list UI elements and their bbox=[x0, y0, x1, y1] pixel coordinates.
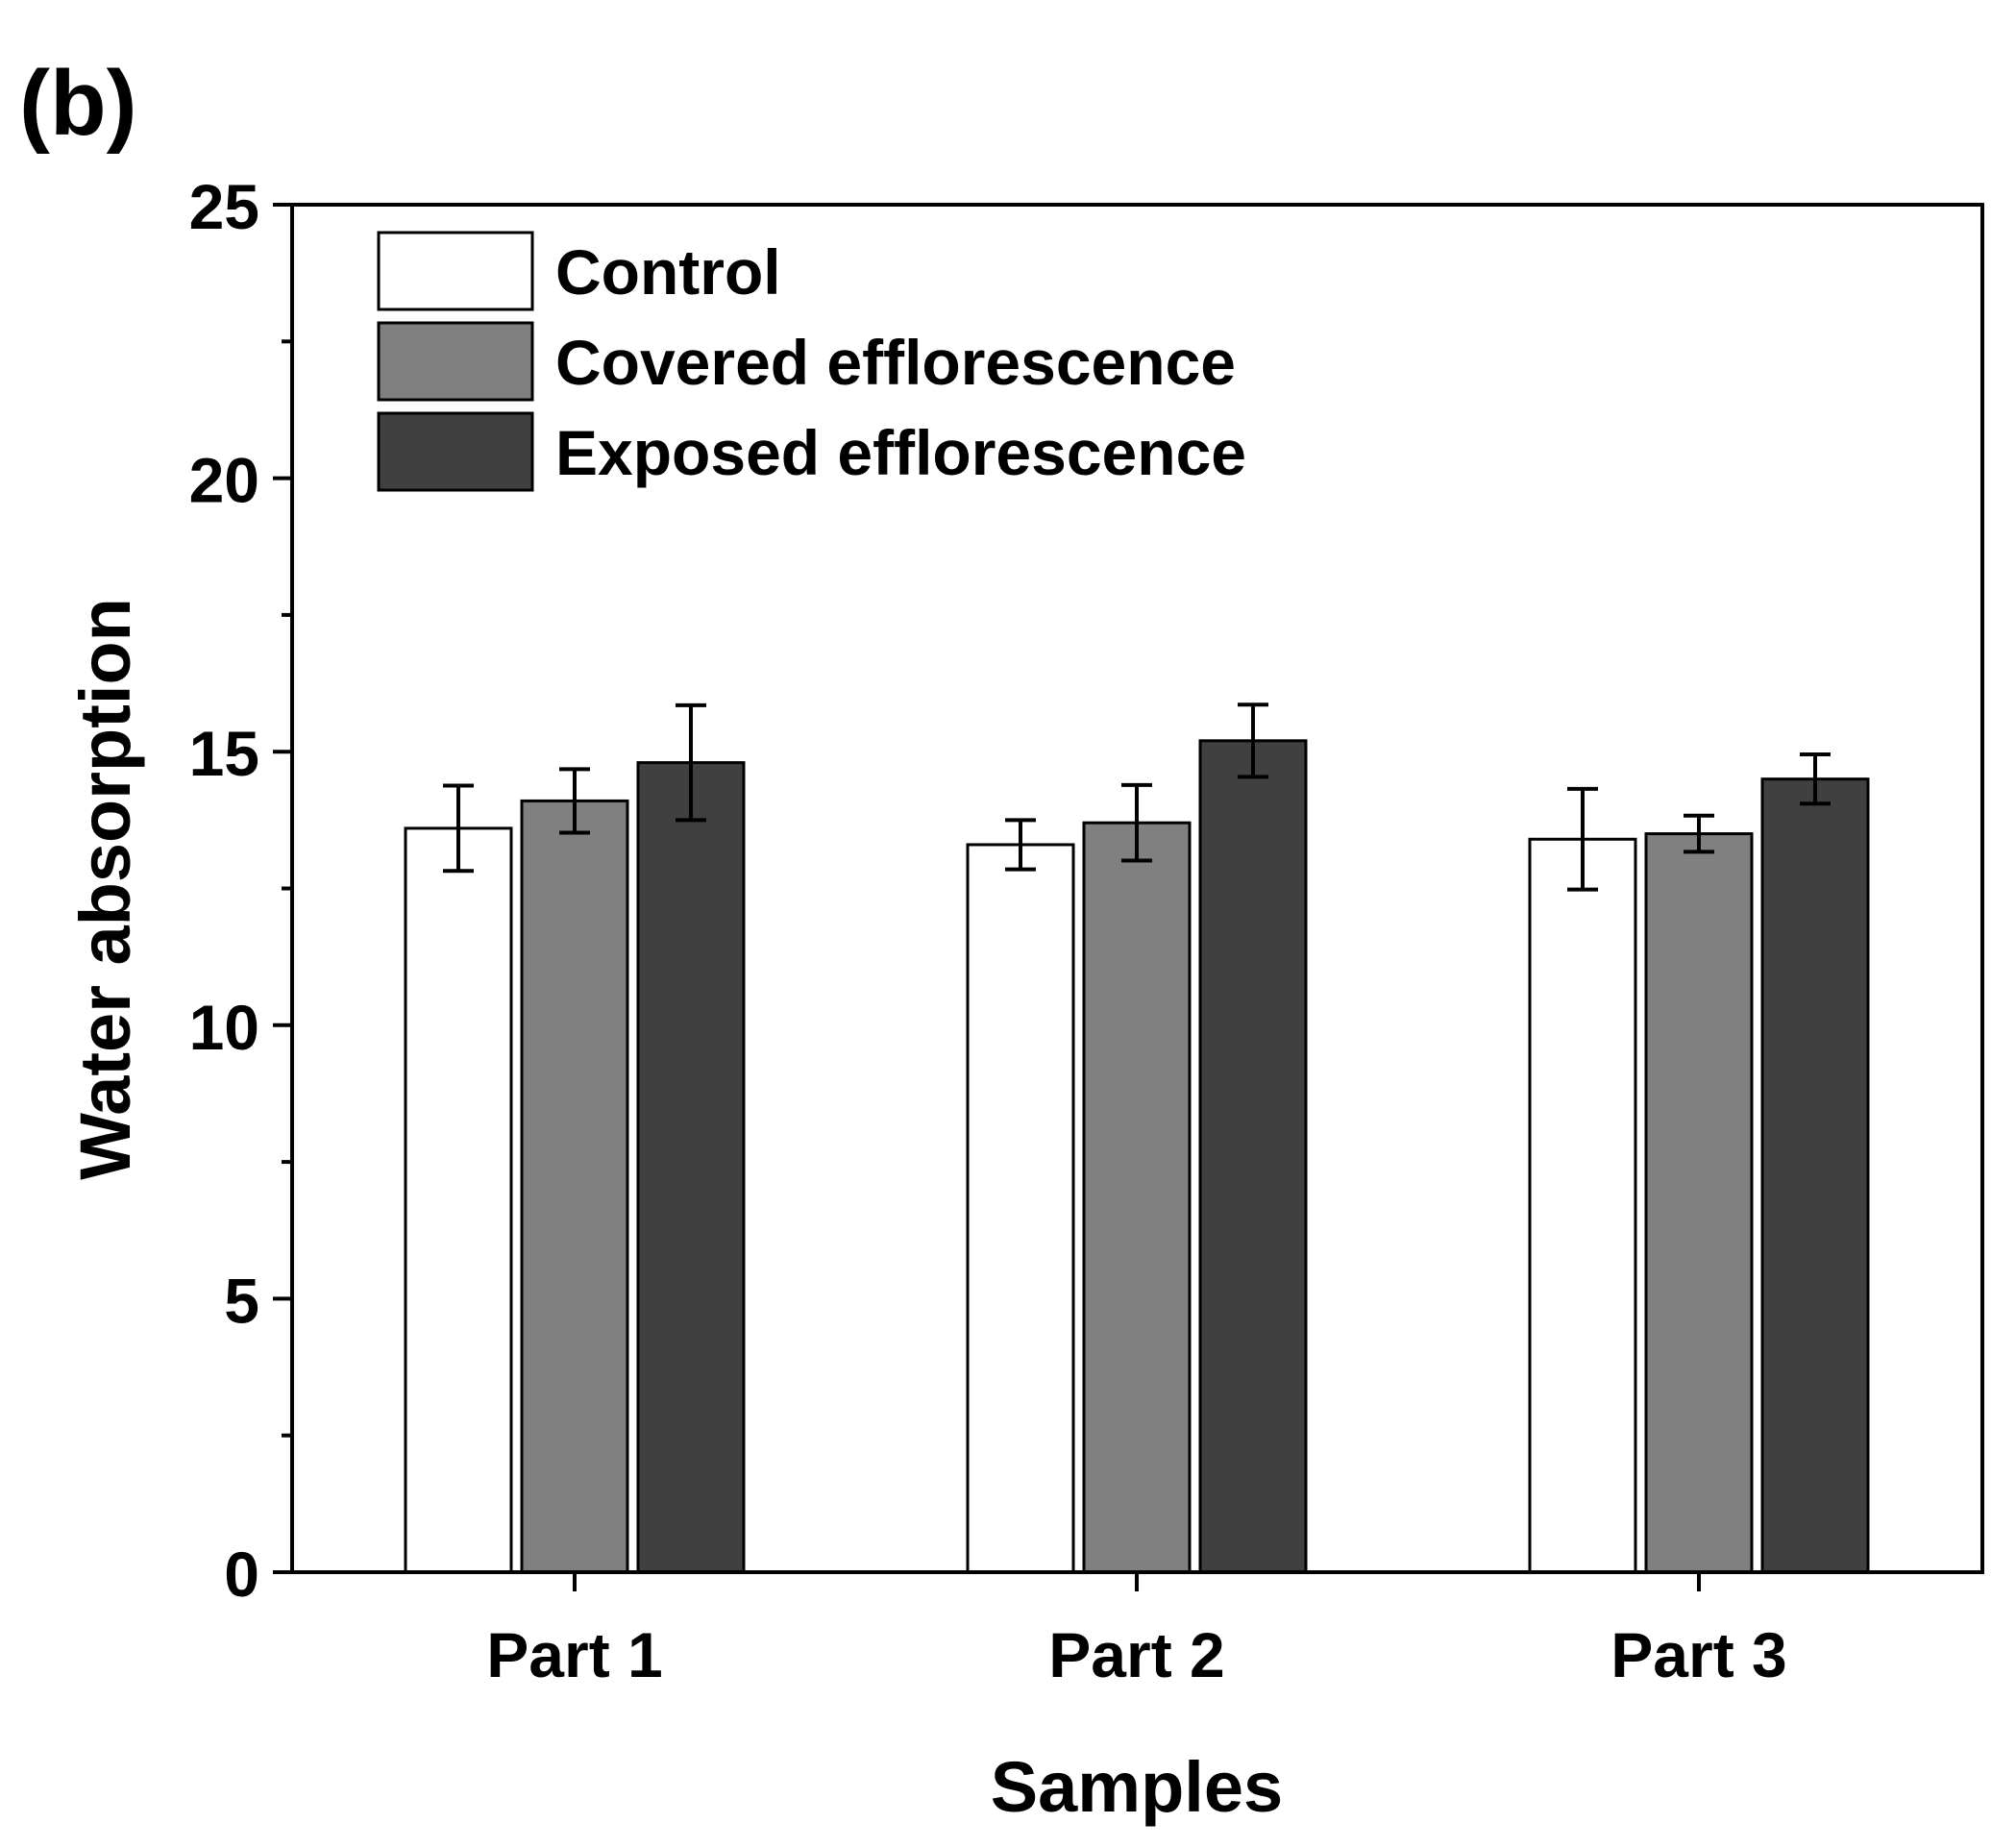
legend-label-2: Covered efflorescence bbox=[555, 327, 1236, 398]
x-axis: Part 1 Part 2 Part 3 bbox=[486, 1572, 1787, 1690]
bars-layer bbox=[404, 739, 1870, 1574]
error-bar-1-1 bbox=[443, 783, 474, 874]
y-tick-label: 25 bbox=[189, 171, 259, 242]
bar-2-1 bbox=[520, 799, 629, 1574]
error-bar-2-2 bbox=[1121, 782, 1152, 863]
legend-label-1: Control bbox=[555, 236, 781, 308]
y-axis: 0 5 10 15 20 25 bbox=[189, 171, 292, 1610]
y-tick-label: 0 bbox=[224, 1539, 259, 1610]
legend: Control Covered efflorescence Exposed effl… bbox=[377, 231, 1246, 492]
error-bar-2-3 bbox=[1684, 813, 1714, 854]
bar-1-1 bbox=[404, 826, 513, 1574]
legend-label-3: Exposed efflorescence bbox=[555, 417, 1246, 488]
y-tick-label: 15 bbox=[189, 718, 259, 789]
legend-swatch-2 bbox=[377, 321, 534, 402]
x-axis-title: Samples bbox=[991, 1747, 1283, 1827]
panel-label: (b) bbox=[19, 52, 137, 155]
y-axis-title: Water absorption bbox=[65, 598, 145, 1180]
y-tick-label: 10 bbox=[189, 992, 259, 1063]
y-tick-label: 5 bbox=[224, 1265, 259, 1336]
error-bar-3-2 bbox=[1238, 702, 1268, 779]
bar-1-3 bbox=[1528, 837, 1637, 1574]
x-tick-label: Part 1 bbox=[486, 1619, 662, 1690]
bar-2-2 bbox=[1082, 821, 1192, 1574]
bar-2-3 bbox=[1644, 832, 1754, 1574]
bar-3-2 bbox=[1198, 739, 1308, 1574]
error-bar-1-3 bbox=[1567, 786, 1598, 892]
bar-3-1 bbox=[636, 761, 746, 1574]
error-bar-2-1 bbox=[559, 767, 590, 835]
legend-swatch-1 bbox=[377, 231, 534, 311]
error-bar-1-2 bbox=[1005, 818, 1036, 872]
error-bars-layer bbox=[443, 702, 1831, 892]
legend-swatch-3 bbox=[377, 411, 534, 492]
x-tick-label: Part 2 bbox=[1048, 1619, 1224, 1690]
error-bar-3-1 bbox=[676, 702, 706, 823]
bar-3-3 bbox=[1760, 777, 1870, 1574]
bar-1-2 bbox=[966, 843, 1075, 1574]
x-tick-label: Part 3 bbox=[1610, 1619, 1786, 1690]
y-tick-label: 20 bbox=[189, 445, 259, 516]
error-bar-3-3 bbox=[1800, 752, 1831, 806]
